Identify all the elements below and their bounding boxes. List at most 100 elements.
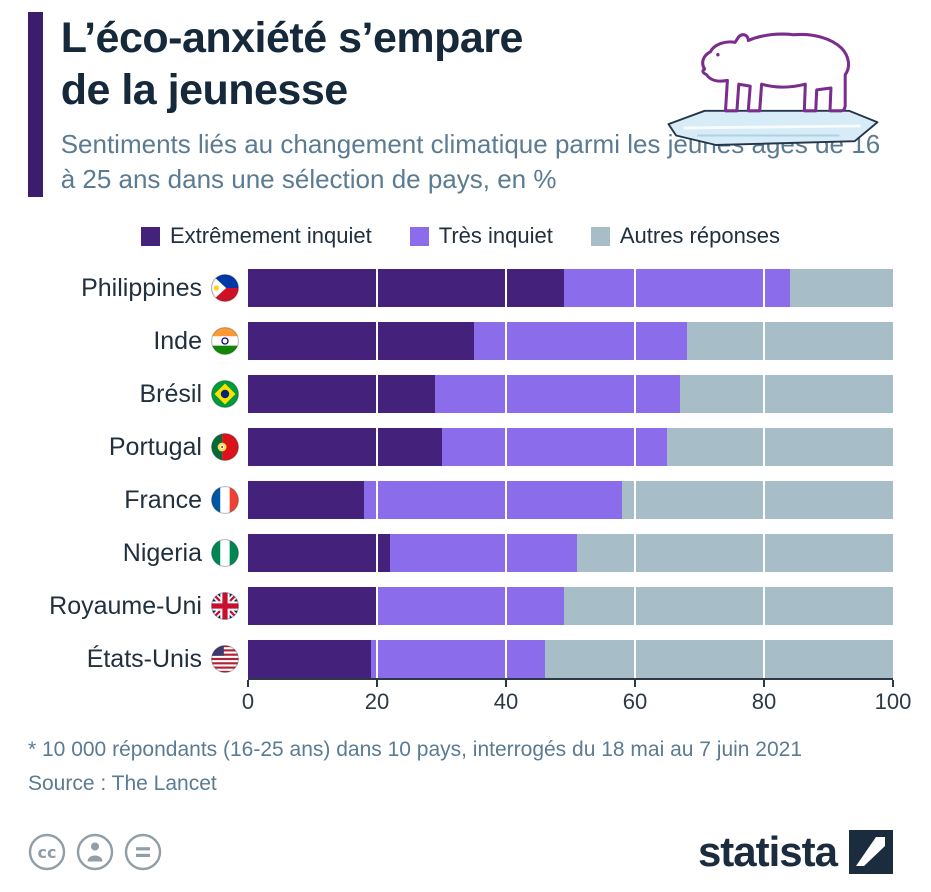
segment-extremely-worried [248,640,371,679]
flag-pt-icon [211,433,239,462]
statista-logo[interactable]: statista [698,828,893,876]
flag-ng-icon [211,539,239,568]
segment-extremely-worried [248,375,436,414]
attribution-person-icon[interactable] [76,833,114,871]
segment-other-answers [544,640,893,679]
chart-row: Royaume-Uni [28,587,893,626]
segment-extremely-worried [248,587,377,626]
title-line-1: L’éco-anxiété s’empare [60,14,524,62]
segment-other-answers [622,481,893,520]
ice-floe-icon [667,109,879,146]
cc-license-icons[interactable]: cc [28,833,162,871]
segment-very-worried [389,534,577,573]
flag-us-icon [211,645,239,674]
chart-row: France [28,481,893,520]
axis-tick-mark [763,680,765,688]
equals-icon[interactable] [124,833,162,871]
legend-label: Très inquiet [438,223,553,249]
segment-other-answers [686,322,893,361]
chart-row: Inde [28,322,893,361]
segment-extremely-worried [248,269,565,308]
country-name: États-Unis [86,644,202,673]
country-name: Royaume-Uni [49,591,202,620]
segment-extremely-worried [248,428,442,467]
stacked-bar [248,587,893,626]
bottom-bar: cc statista [28,828,893,876]
axis-tick-label: 20 [364,689,390,715]
bar-chart: Philippines Inde Brésil Portugal France Niger… [28,269,911,715]
axis-tick-mark [376,680,378,688]
stacked-bar [248,534,893,573]
segment-extremely-worried [248,534,390,573]
chart-row: Portugal [28,428,893,467]
segment-very-worried [377,587,565,626]
axis-tick-label: 0 [241,689,255,715]
cc-icon[interactable]: cc [28,833,66,871]
svg-text:cc: cc [38,843,57,862]
chart-rows: Philippines Inde Brésil Portugal France Niger… [28,269,893,679]
flag-gb-icon [211,592,239,621]
axis-tick-mark [505,680,507,688]
statista-logo-icon [849,830,893,874]
segment-other-answers [564,587,893,626]
legend-swatch [140,226,160,246]
x-axis: 0 20 40 60 80 100 [242,678,911,715]
country-label: Philippines [28,274,248,303]
country-label: Portugal [28,433,248,462]
axis-tick-label: 60 [622,689,648,715]
segment-other-answers [576,534,893,573]
stacked-bar [248,481,893,520]
segment-very-worried [441,428,668,467]
axis-tick-label: 80 [751,689,777,715]
chart-row: Philippines [28,269,893,308]
segment-very-worried [473,322,687,361]
axis-tick-mark [634,680,636,688]
country-name: Nigeria [122,538,202,567]
stacked-bar [248,640,893,679]
country-name: Brésil [139,379,202,408]
legend-item: Très inquiet [409,223,553,249]
header: L’éco-anxiété s’empare de la jeunesse Se… [28,12,893,198]
title-line-2: de la jeunesse [60,66,349,115]
legend-swatch [590,226,610,246]
stacked-bar [248,269,893,308]
legend-item: Extrêmement inquiet [140,223,372,249]
flag-in-icon [211,327,239,356]
country-name: Portugal [108,432,202,461]
country-label: Inde [28,327,248,356]
chart-row: États-Unis [28,640,893,679]
segment-extremely-worried [248,481,365,520]
legend-item: Autres réponses [590,223,781,249]
statista-wordmark: statista [697,828,838,875]
axis-tick-label: 40 [493,689,519,715]
country-name: Philippines [81,273,202,302]
segment-very-worried [370,640,545,679]
legend-label: Extrêmement inquiet [169,223,372,249]
flag-ph-icon [211,274,239,303]
segment-other-answers [667,428,893,467]
country-name: Inde [153,326,202,355]
country-label: Brésil [28,380,248,409]
flag-br-icon [211,380,239,409]
chart-row: Nigeria [28,534,893,573]
segment-very-worried [364,481,623,520]
legend-label: Autres réponses [619,223,781,249]
country-label: Nigeria [28,539,248,568]
source-line: Source : The Lancet [28,772,217,796]
segment-very-worried [564,269,790,308]
axis-tick-label: 100 [874,689,912,715]
stacked-bar [248,428,893,467]
polar-bear-icon [667,32,879,146]
chart-legend: Extrêmement inquiet Très inquiet Autres ré… [28,223,893,249]
page-title: L’éco-anxiété s’empare de la jeunesse [61,12,893,117]
country-name: France [124,485,202,514]
segment-extremely-worried [248,322,474,361]
segment-other-answers [680,375,893,414]
segment-very-worried [435,375,681,414]
country-label: Royaume-Uni [28,592,248,621]
country-label: États-Unis [28,645,248,674]
country-label: France [28,486,248,515]
title-accent-bar [28,12,43,198]
stacked-bar [248,375,893,414]
